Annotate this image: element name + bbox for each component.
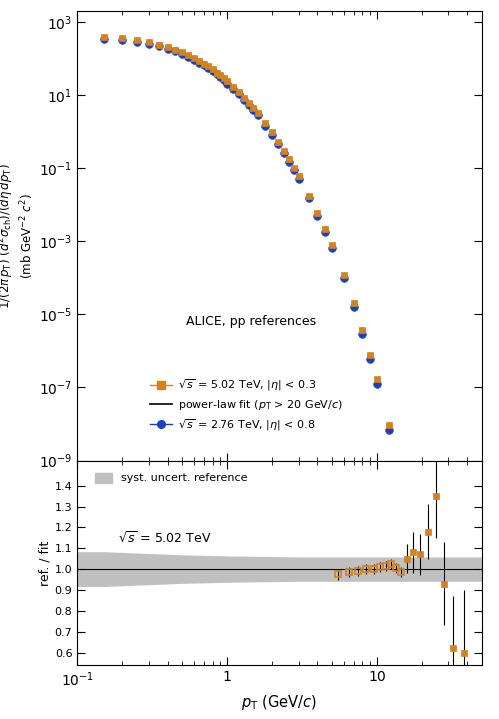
Text: $\sqrt{s}$ = 5.02 TeV: $\sqrt{s}$ = 5.02 TeV xyxy=(118,530,212,546)
X-axis label: $p_{\mathrm{T}}$ (GeV/$c$): $p_{\mathrm{T}}$ (GeV/$c$) xyxy=(242,692,317,712)
Y-axis label: $1/(2\pi\, p_{\mathrm{T}})\ (d^2\sigma_{\mathrm{ch}})/(d\eta\, dp_{\mathrm{T}})$: $1/(2\pi\, p_{\mathrm{T}})\ (d^2\sigma_{… xyxy=(0,162,36,308)
Text: ALICE, pp references: ALICE, pp references xyxy=(187,315,316,328)
Y-axis label: ref. / fit: ref. / fit xyxy=(39,540,52,585)
Legend: $\sqrt{s}$ = 5.02 TeV, |$\eta$| < 0.3, power-law fit ($p_{\mathrm{T}}$ > 20 GeV/: $\sqrt{s}$ = 5.02 TeV, |$\eta$| < 0.3, p… xyxy=(146,373,347,437)
Legend: syst. uncert. reference: syst. uncert. reference xyxy=(91,468,252,488)
